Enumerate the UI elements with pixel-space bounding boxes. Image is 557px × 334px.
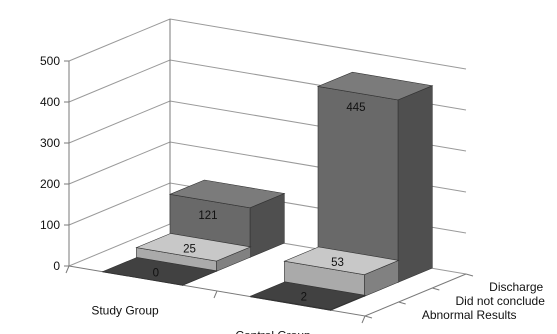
bar-discharge-control-group-side: [397, 85, 433, 283]
bars: [101, 71, 434, 311]
side-wall: [69, 19, 170, 266]
category-label: Study Group: [91, 304, 159, 318]
series-label: Did not conclude: [456, 294, 546, 308]
y-tick-label: 400: [40, 95, 60, 109]
bar-abnormal-results-study-group-top: [101, 257, 219, 286]
data-label: 25: [183, 243, 196, 255]
x-tick-mark: [213, 290, 218, 299]
series-label: Abnormal Results: [422, 308, 517, 322]
bar-did-not-conclude-control-group: [283, 246, 400, 297]
y-tick-label: 0: [53, 259, 60, 273]
series-label: Discharge: [489, 280, 543, 294]
y-tick-label: 200: [40, 177, 60, 191]
x-tick-mark: [65, 265, 70, 274]
data-label: 2: [301, 292, 307, 304]
bar-discharge-study-group-top: [168, 179, 286, 209]
labels: 0 100 200 300 400 500 121 445 25 53 0 2 Study Group C…: [40, 54, 545, 334]
bar-did-not-conclude-study-group: [135, 233, 252, 272]
data-label: 445: [346, 102, 365, 114]
bar-discharge-control-group: [316, 71, 434, 283]
bar-abnormal-results-study-group: [101, 257, 219, 286]
z-tick-mark: [398, 301, 406, 305]
y-tick-label: 300: [40, 136, 60, 150]
z-tick-mark: [364, 315, 373, 319]
x-tick-mark: [361, 315, 366, 324]
data-label: 121: [198, 210, 217, 222]
bar-abnormal-results-control-group-top: [249, 281, 367, 310]
y-tick-label: 500: [40, 54, 60, 68]
data-label: 0: [153, 267, 159, 279]
bar-abnormal-results-control-group: [249, 281, 367, 311]
bar-did-not-conclude-control-group-top: [283, 246, 400, 276]
bar-discharge-control-group-top: [316, 71, 434, 101]
y-tick-label: 100: [40, 218, 60, 232]
z-tick-mark: [465, 273, 474, 277]
z-tick-mark: [432, 287, 440, 291]
category-label: Control Group: [235, 329, 311, 334]
data-label: 53: [331, 257, 344, 269]
bar-did-not-conclude-study-group-top: [135, 233, 252, 262]
